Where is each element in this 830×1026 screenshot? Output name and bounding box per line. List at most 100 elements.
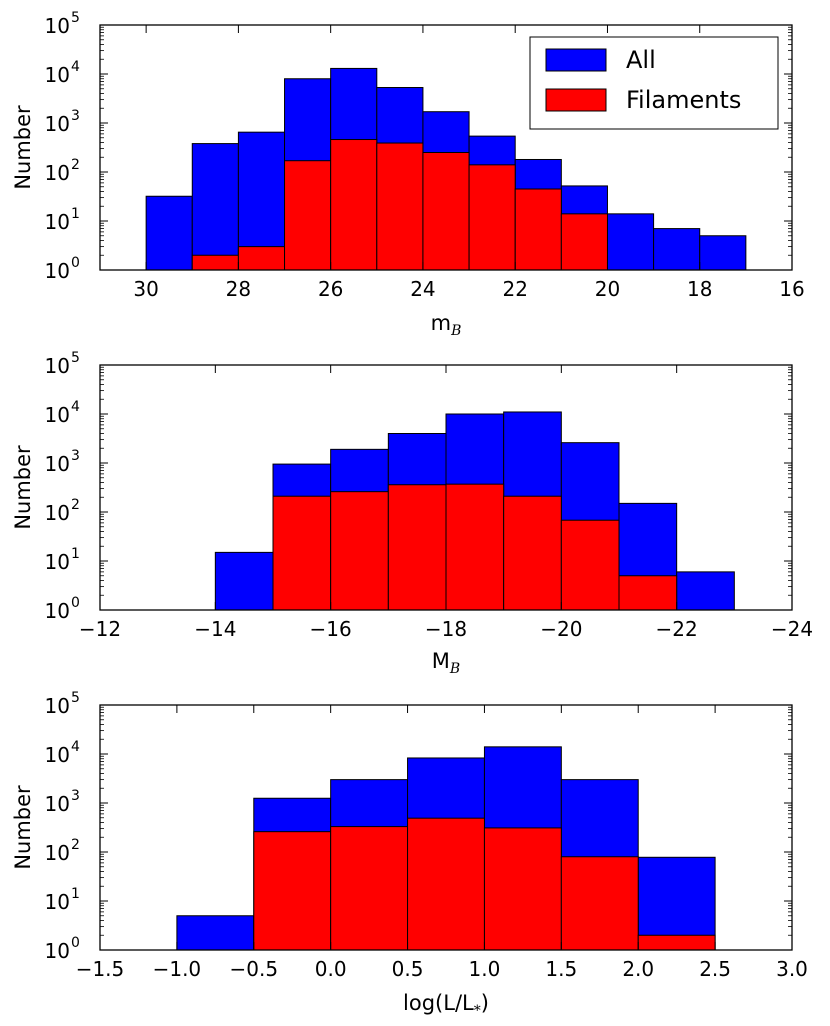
y-tick-exponent: 3 bbox=[71, 108, 80, 124]
x-tick-label: −1.0 bbox=[153, 957, 202, 981]
series-filaments bbox=[253, 817, 716, 951]
y-tick-exponent: 4 bbox=[71, 59, 80, 75]
x-tick-label: 30 bbox=[133, 277, 158, 301]
y-tick-label: 10 bbox=[45, 890, 70, 914]
legend-swatch-all bbox=[545, 48, 607, 72]
y-tick-exponent: 1 bbox=[71, 546, 80, 562]
bar-all-11 bbox=[653, 228, 701, 271]
x-tick-label: −24 bbox=[771, 617, 813, 641]
y-tick-exponent: 3 bbox=[71, 448, 80, 464]
x-tick-label: −16 bbox=[310, 617, 352, 641]
x-tick-label: −1.5 bbox=[76, 957, 125, 981]
legend: All Filaments bbox=[529, 36, 779, 130]
bar-filaments-4 bbox=[376, 142, 424, 271]
y-tick-exponent: 0 bbox=[71, 255, 80, 271]
x-axis-label-subscript: B bbox=[449, 661, 460, 677]
y-tick-label: 10 bbox=[45, 841, 70, 865]
y-tick-exponent: 2 bbox=[71, 837, 80, 853]
x-tick-label: −0.5 bbox=[229, 957, 278, 981]
x-tick-label: 2.5 bbox=[699, 957, 731, 981]
y-tick-label: 10 bbox=[45, 403, 70, 427]
bar-filaments-3 bbox=[445, 483, 505, 611]
bar-filaments-3 bbox=[483, 827, 562, 951]
axes-frame bbox=[99, 704, 793, 951]
bar-all-8 bbox=[676, 571, 735, 611]
x-axis-label: mB bbox=[431, 311, 462, 339]
y-tick-label: 10 bbox=[45, 63, 70, 87]
x-axis-label-suffix: ) bbox=[481, 991, 489, 1015]
bar-filaments-1 bbox=[330, 826, 409, 951]
x-tick-label: −18 bbox=[425, 617, 467, 641]
x-axis-label-main: log(L/L bbox=[403, 991, 474, 1015]
bar-filaments-2 bbox=[284, 160, 332, 271]
bar-all-10 bbox=[606, 213, 655, 271]
bar-all-0 bbox=[176, 915, 255, 951]
bar-filaments-1 bbox=[330, 491, 389, 611]
bar-all-0 bbox=[214, 551, 274, 611]
axes-frame bbox=[99, 24, 793, 271]
y-tick-label: 10 bbox=[45, 501, 70, 525]
y-tick-label: 10 bbox=[45, 14, 70, 38]
y-tick-label: 10 bbox=[45, 210, 70, 234]
legend-label-all: All bbox=[626, 46, 656, 74]
x-tick-label: 22 bbox=[502, 277, 527, 301]
bar-filaments-8 bbox=[560, 213, 608, 271]
y-tick-exponent: 4 bbox=[71, 399, 80, 415]
bar-filaments-0 bbox=[191, 254, 239, 271]
y-tick-exponent: 4 bbox=[71, 739, 80, 755]
x-tick-label: 1.0 bbox=[469, 957, 501, 981]
x-tick-label: 18 bbox=[687, 277, 712, 301]
bar-filaments-5 bbox=[422, 152, 470, 271]
x-axis-label-main: m bbox=[431, 311, 451, 335]
x-tick-label: 24 bbox=[410, 277, 435, 301]
x-axis-label-main: M bbox=[432, 649, 450, 673]
y-tick-label: 10 bbox=[45, 939, 70, 963]
y-tick-label: 10 bbox=[45, 259, 70, 283]
bar-filaments-4 bbox=[503, 495, 562, 611]
y-axis-label: Number bbox=[11, 785, 35, 870]
x-tick-label: 16 bbox=[779, 277, 804, 301]
bar-filaments-6 bbox=[618, 575, 678, 611]
series-filaments bbox=[272, 483, 678, 611]
y-axis-label: Number bbox=[11, 445, 35, 530]
x-tick-label: 0.0 bbox=[315, 957, 347, 981]
x-axis-label-subscript: B bbox=[450, 323, 461, 339]
bar-filaments-0 bbox=[272, 495, 332, 611]
y-tick-label: 10 bbox=[45, 743, 70, 767]
bar-filaments-1 bbox=[237, 246, 286, 271]
bar-filaments-3 bbox=[330, 139, 378, 271]
y-axis-label: Number bbox=[11, 105, 35, 190]
bar-filaments-2 bbox=[407, 817, 485, 951]
y-tick-label: 10 bbox=[45, 452, 70, 476]
bar-all-1 bbox=[191, 143, 239, 271]
bar-all-12 bbox=[699, 235, 747, 271]
x-axis-label: MB bbox=[432, 649, 460, 677]
y-tick-exponent: 3 bbox=[71, 788, 80, 804]
x-tick-label: 1.5 bbox=[545, 957, 577, 981]
bar-filaments-5 bbox=[560, 519, 620, 611]
y-tick-exponent: 0 bbox=[71, 595, 80, 611]
x-tick-label: 0.5 bbox=[392, 957, 424, 981]
y-tick-label: 10 bbox=[45, 112, 70, 136]
x-tick-label: −22 bbox=[656, 617, 698, 641]
y-tick-label: 10 bbox=[45, 354, 70, 378]
y-tick-exponent: 5 bbox=[71, 10, 80, 26]
series-filaments bbox=[191, 139, 608, 271]
y-tick-exponent: 2 bbox=[71, 497, 80, 513]
y-tick-label: 10 bbox=[45, 599, 70, 623]
x-tick-label: −12 bbox=[79, 617, 121, 641]
y-tick-exponent: 0 bbox=[71, 935, 80, 951]
bar-filaments-4 bbox=[560, 856, 639, 951]
x-tick-label: 3.0 bbox=[776, 957, 808, 981]
bar-filaments-6 bbox=[468, 164, 516, 271]
legend-label-filaments: Filaments bbox=[626, 86, 741, 114]
x-tick-label: 28 bbox=[226, 277, 251, 301]
x-axis-label: log(L/L*) bbox=[403, 991, 489, 1019]
bar-all-0 bbox=[145, 195, 193, 271]
y-tick-label: 10 bbox=[45, 694, 70, 718]
bar-filaments-0 bbox=[253, 831, 332, 951]
y-tick-exponent: 1 bbox=[71, 886, 80, 902]
